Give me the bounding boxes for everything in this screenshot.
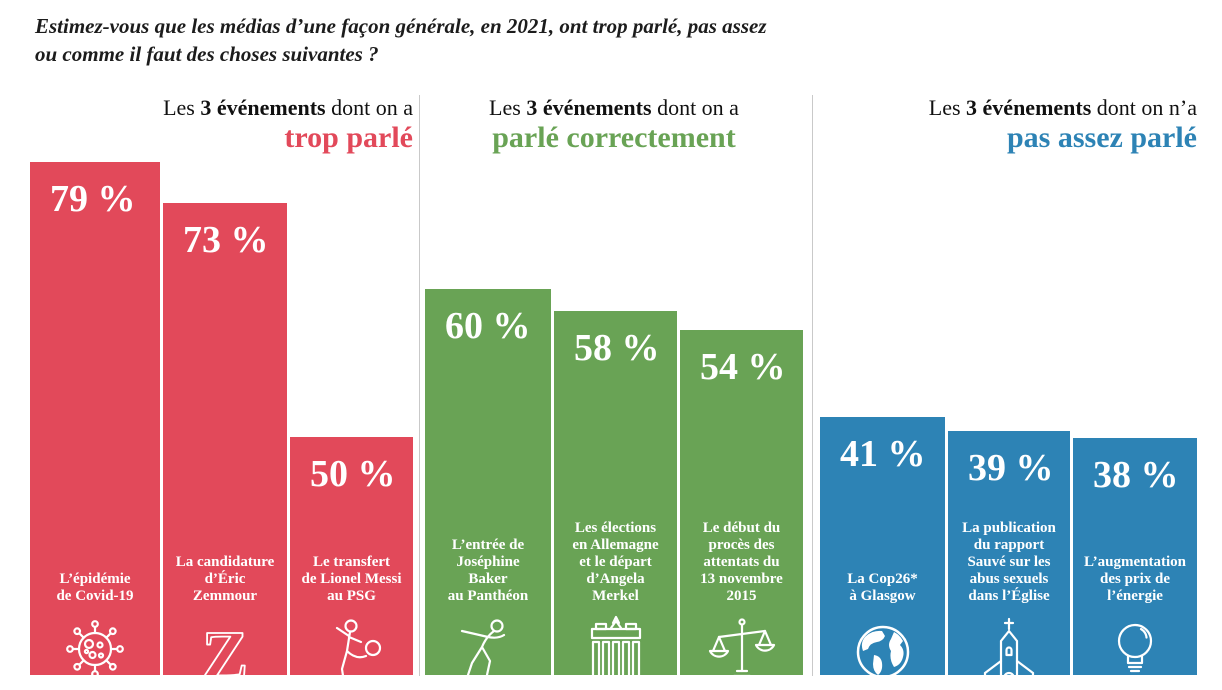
bar-value: 54 % bbox=[700, 346, 786, 388]
virus-icon bbox=[66, 620, 124, 675]
bar-label: Le début du procès des attentats du 13 n… bbox=[700, 520, 783, 604]
heading-highlight: pas assez parlé bbox=[1007, 121, 1197, 154]
svg-text:Z: Z bbox=[202, 618, 249, 675]
bar-prix-energie: 38 % L’augmentation des prix de l’énergi… bbox=[1073, 438, 1197, 675]
bar-value: 58 % bbox=[574, 327, 660, 369]
section-divider-1 bbox=[419, 95, 420, 676]
bar-zemmour: 73 % La candidature d’Éric Zemmour Z bbox=[163, 203, 287, 675]
bar-value: 38 % bbox=[1093, 454, 1179, 496]
section-pas-assez-parle: Les 3 événements dont on n’a pas assez p… bbox=[820, 0, 1197, 690]
section-heading: Les 3 événements dont on a parlé correct… bbox=[425, 94, 803, 154]
bar-label: L’entrée de Joséphine Baker au Panthéon bbox=[447, 537, 529, 604]
dancer-icon bbox=[460, 619, 506, 675]
bar-messi: 50 % Le transfert de Lionel Messi au PSG bbox=[290, 437, 413, 675]
heading-highlight: trop parlé bbox=[284, 121, 413, 154]
brandenburg-gate-icon bbox=[590, 615, 641, 675]
bar-proces-attentats: 54 % Le début du procès des attentats du… bbox=[680, 330, 803, 675]
heading-line1: Les 3 événements dont on a bbox=[163, 95, 413, 120]
bar-label: Le transfert de Lionel Messi au PSG bbox=[301, 554, 402, 604]
heading-line1: Les 3 événements dont on a bbox=[489, 95, 739, 120]
bar-label: La candidature d’Éric Zemmour bbox=[175, 554, 275, 604]
section-divider-2 bbox=[812, 95, 813, 676]
bar-value: 73 % bbox=[183, 219, 269, 261]
heading-line1: Les 3 événements dont on n’a bbox=[928, 95, 1197, 120]
bar-label: Les élections en Allemagne et le départ … bbox=[572, 520, 659, 604]
section-parle-correctement: Les 3 événements dont on a parlé correct… bbox=[425, 0, 803, 690]
bar-value: 41 % bbox=[840, 433, 926, 475]
scales-icon bbox=[708, 618, 775, 675]
heading-highlight: parlé correctement bbox=[492, 121, 736, 154]
globe-icon bbox=[856, 625, 909, 675]
bar-value: 79 % bbox=[50, 178, 136, 220]
bar-elections-allemagne: 58 % Les élections en Allemagne et le dé… bbox=[554, 311, 677, 675]
bar-cop26: 41 % La Cop26* à Glasgow bbox=[820, 417, 945, 675]
section-trop-parle: Les 3 événements dont on a trop parlé 79… bbox=[30, 0, 413, 690]
bar-value: 39 % bbox=[968, 447, 1054, 489]
bar-label: La Cop26* à Glasgow bbox=[847, 571, 918, 604]
question-title: Estimez-vous que les médias d’une façon … bbox=[35, 14, 767, 66]
bar-josephine-baker: 60 % L’entrée de Joséphine Baker au Pant… bbox=[425, 289, 551, 675]
bar-rapport-sauve: 39 % La publication du rapport Sauvé sur… bbox=[948, 431, 1070, 675]
section-heading: Les 3 événements dont on n’a pas assez p… bbox=[820, 94, 1197, 154]
letter-z-icon: Z bbox=[201, 617, 250, 675]
bar-value: 60 % bbox=[445, 305, 531, 347]
bar-value: 50 % bbox=[310, 453, 396, 495]
lightbulb-icon bbox=[1117, 623, 1153, 673]
bar-covid: 79 % L’épidémie de Covid-19 bbox=[30, 162, 160, 675]
footballer-icon bbox=[335, 619, 381, 675]
section-heading: Les 3 événements dont on a trop parlé bbox=[30, 94, 413, 154]
church-icon bbox=[983, 617, 1035, 675]
bar-label: L’épidémie de Covid-19 bbox=[56, 571, 134, 604]
bar-label: L’augmentation des prix de l’énergie bbox=[1084, 554, 1186, 604]
bar-label: La publication du rapport Sauvé sur les … bbox=[962, 520, 1056, 604]
